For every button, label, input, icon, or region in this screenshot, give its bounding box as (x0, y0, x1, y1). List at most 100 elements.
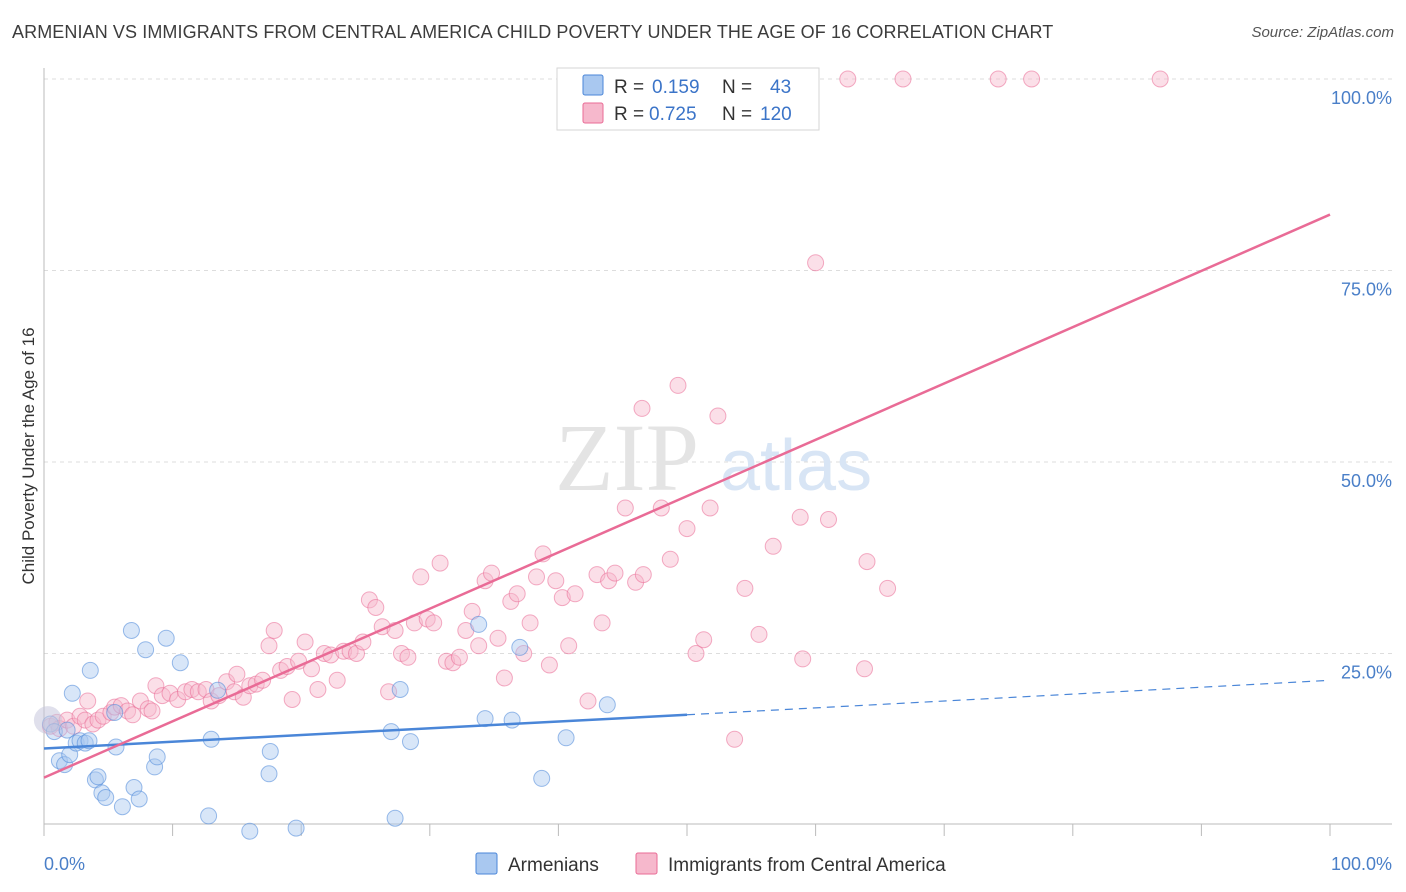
legend-n-label-central-america: N = (722, 104, 752, 125)
point-armenians (391, 681, 409, 698)
point-central-america (265, 622, 283, 639)
point-central-america (794, 650, 812, 668)
point-armenians (130, 790, 148, 808)
point-central-america (750, 625, 768, 643)
point-central-america (1023, 70, 1041, 88)
bottom-legend-swatch-armenians (475, 852, 498, 875)
point-central-america (736, 579, 754, 597)
y-tick-label-75: 75.0% (1341, 280, 1392, 300)
x-tick-label-min: 0.0% (44, 854, 85, 874)
point-central-america (470, 637, 488, 655)
point-cluster (33, 706, 62, 735)
x-tick-label-max: 100.0% (1331, 854, 1392, 874)
point-armenians (386, 809, 404, 827)
point-central-america (606, 564, 624, 582)
legend-r-label-armenians: R = (614, 77, 644, 98)
point-central-america (894, 70, 912, 88)
point-armenians (209, 681, 227, 699)
point-central-america (328, 671, 346, 689)
point-armenians (598, 696, 616, 714)
x-axis-ticks (43, 824, 1331, 836)
point-central-america (661, 550, 679, 568)
point-central-america (791, 508, 809, 526)
point-armenians (97, 789, 115, 806)
point-central-america (879, 579, 897, 597)
point-central-america (124, 706, 142, 724)
point-central-america (183, 681, 201, 698)
point-central-america (283, 691, 301, 708)
point-central-america (1151, 70, 1169, 88)
point-central-america (296, 633, 314, 651)
legend-n-label-armenians: N = (722, 77, 752, 98)
point-central-america (820, 511, 837, 528)
point-central-america (560, 637, 578, 655)
point-central-america (143, 702, 161, 720)
point-armenians (261, 743, 279, 760)
point-central-america (553, 589, 571, 607)
point-central-america (726, 730, 744, 748)
watermark-zip: ZIP (555, 404, 699, 511)
point-central-america (701, 499, 719, 517)
trend-lines (43, 213, 1331, 779)
point-central-america (508, 585, 526, 603)
point-armenians (146, 758, 164, 776)
point-central-america (540, 656, 558, 674)
point-central-america (425, 614, 443, 632)
point-armenians (402, 733, 419, 751)
point-armenians (241, 822, 259, 840)
point-central-america (399, 648, 417, 666)
point-armenians (106, 704, 124, 721)
point-central-america (228, 665, 246, 683)
point-central-america (528, 568, 545, 586)
bottom-legend-swatch-central-america (635, 852, 658, 875)
point-central-america (547, 572, 565, 590)
point-armenians (122, 622, 140, 639)
point-central-america (438, 652, 455, 670)
point-central-america (495, 669, 513, 687)
point-armenians (81, 661, 99, 679)
point-armenians (260, 765, 278, 783)
point-armenians (89, 768, 107, 786)
legend-swatch-central-america (582, 102, 604, 124)
point-central-america (764, 537, 782, 555)
point-armenians (137, 641, 155, 659)
point-armenians (533, 769, 551, 787)
y-axis-label: Child Poverty Under the Age of 16 (19, 327, 38, 584)
point-central-america (687, 645, 705, 662)
point-central-america (989, 70, 1007, 88)
point-central-america (521, 614, 539, 632)
point-armenians (148, 748, 166, 766)
point-central-america (431, 554, 449, 572)
point-armenians (511, 638, 529, 656)
source-label: Source: ZipAtlas.com (1251, 24, 1394, 41)
bottom-legend-label-central-america: Immigrants from Central America (668, 855, 946, 876)
trend-line-central-america (43, 213, 1331, 779)
point-central-america (79, 692, 97, 710)
trend-line-armenians (43, 713, 688, 750)
point-central-america (709, 407, 727, 425)
point-central-america (106, 698, 124, 716)
legend-n-value-armenians: 43 (770, 77, 791, 98)
point-central-america (309, 681, 327, 698)
point-central-america (412, 568, 430, 586)
watermark-atlas: atlas (720, 426, 872, 506)
point-central-america (856, 660, 873, 678)
legend-swatch-armenians (582, 74, 604, 96)
point-central-america (260, 637, 278, 655)
point-central-america (669, 376, 687, 394)
chart-title: ARMENIAN VS IMMIGRANTS FROM CENTRAL AMER… (12, 22, 1054, 42)
point-armenians (58, 721, 76, 739)
bottom-legend: Armenians Immigrants from Central Americ… (475, 852, 946, 876)
legend-box: R = 0.159 N = 43 R = 0.725 N = 120 (556, 67, 820, 131)
point-central-america (593, 614, 611, 632)
point-central-america (566, 585, 584, 603)
point-armenians (171, 654, 189, 672)
trend-line-armenians-extrapolated (686, 679, 1331, 716)
point-central-america (579, 692, 597, 710)
point-armenians (113, 798, 131, 816)
point-central-america (147, 677, 165, 695)
legend-r-value-armenians: 0.159 (652, 77, 700, 98)
y-tick-labels: 25.0% 50.0% 75.0% 100.0% (1331, 88, 1392, 683)
point-central-america (76, 711, 94, 729)
